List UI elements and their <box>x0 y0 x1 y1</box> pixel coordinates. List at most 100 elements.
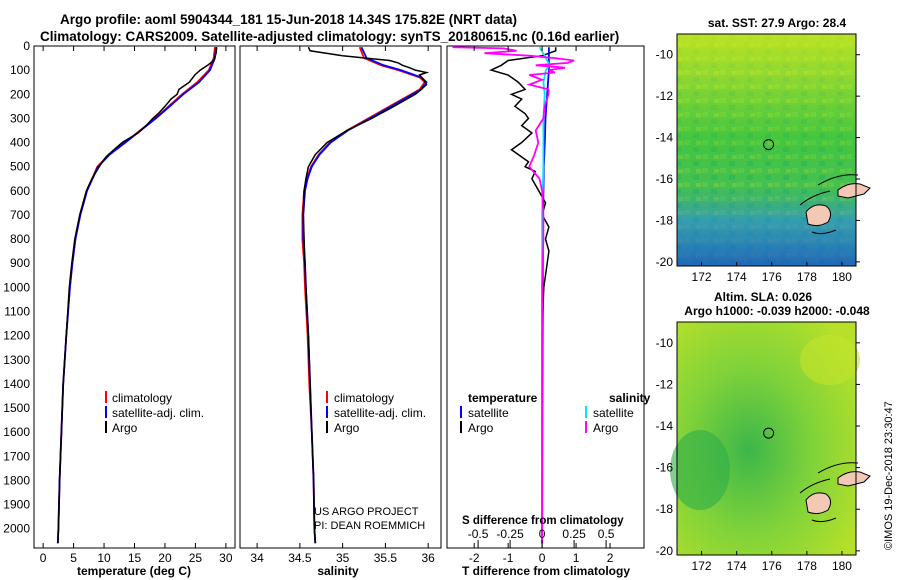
depth-tick-label: 1900 <box>3 498 30 512</box>
legend-argo-label: Argo <box>334 421 360 435</box>
lat-tick-label: -20 <box>656 255 674 269</box>
difference-panel: -2 -1 0 1 2 -0.5 -0.25 0 0.25 0.5 S difference f… <box>446 45 651 578</box>
depth-tick-label: 1500 <box>3 401 30 415</box>
x-tick-label: 1 <box>573 551 580 565</box>
depth-tick-label: 1000 <box>3 280 30 294</box>
x-tick-label: 15 <box>128 551 142 565</box>
depth-tick-label: 1300 <box>3 353 30 367</box>
lon-tick-label: 172 <box>692 559 712 573</box>
depth-tick-label: 200 <box>10 87 30 101</box>
lon-tick-label: 178 <box>797 559 817 573</box>
series-line-argo <box>302 46 430 544</box>
lon-tick-label: 174 <box>727 270 747 284</box>
depth-tick-label: 100 <box>10 63 30 77</box>
fiji-viti-levu-shape <box>805 204 832 227</box>
lon-tick-label: 174 <box>727 559 747 573</box>
x-tick-label: 34.5 <box>288 551 312 565</box>
float-position-marker <box>763 427 775 439</box>
project-annotation: US ARGO PROJECT <box>314 506 419 518</box>
x-tick-label: -1 <box>503 551 514 565</box>
sla-high-patch <box>800 335 860 385</box>
figure-title-line1: Argo profile: aoml 5904344_181 15-Jun-20… <box>60 12 517 27</box>
lat-tick-label: -10 <box>656 336 674 350</box>
sst-map-frame <box>676 33 857 267</box>
sst-map: sat. SST: 27.9 Argo: 28.4 -10-12-14-16-1… <box>656 16 871 284</box>
x-tick-label: 35 <box>336 551 350 565</box>
pi-annotation: PI: DEAN ROEMMICH <box>314 520 425 532</box>
legend-s-satellite-label: satellite <box>593 406 634 420</box>
lon-tick-label: 180 <box>832 270 852 284</box>
x-tick-label: 36 <box>421 551 435 565</box>
lat-tick-label: -20 <box>656 544 674 558</box>
reef-contours <box>799 462 859 523</box>
temperature-panel: 0 5 10 15 20 25 30 temperature (deg C) climato… <box>33 45 236 578</box>
depth-tick-label: 800 <box>10 232 30 246</box>
legend-salinity-heading: salinity <box>609 391 651 405</box>
x-tick-label: 10 <box>97 551 111 565</box>
depth-tick-label: 1100 <box>4 304 30 318</box>
sla-map-frame <box>676 321 857 556</box>
legend-temperature-heading: temperature <box>468 391 538 405</box>
depth-tick-label: 2000 <box>3 522 30 536</box>
lat-tick-label: -16 <box>656 461 674 475</box>
float-position-marker <box>763 139 775 151</box>
x-tick-label: 0 <box>40 551 47 565</box>
x-tick-label: 34 <box>250 551 264 565</box>
lat-tick-label: -14 <box>656 419 674 433</box>
depth-tick-label: 1600 <box>3 425 30 439</box>
sla-map-ticks: -10 -12 -14 -16 -18 -20 172 174 176 178 180 <box>656 336 860 573</box>
legend-t-satellite-label: satellite <box>468 406 509 420</box>
series-line-t-argo <box>489 47 557 544</box>
depth-tick-label: 300 <box>10 111 30 125</box>
x-tick-label: 30 <box>219 551 233 565</box>
depth-tick-label: 400 <box>10 136 30 150</box>
sla-map: Altim. SLA: 0.026 Argo h1000: -0.039 h20… <box>656 290 871 573</box>
depth-tick-label: 0 <box>23 39 30 53</box>
lon-tick-label: 180 <box>832 559 852 573</box>
difference-series <box>452 46 575 544</box>
lat-tick-label: -12 <box>656 89 674 103</box>
temperature-plot-frame <box>33 45 236 549</box>
legend-argo-label: Argo <box>112 421 138 435</box>
series-line-argo <box>57 47 218 544</box>
t-difference-label: T difference from climatology <box>462 564 630 578</box>
depth-tick-label: 1700 <box>3 449 30 463</box>
depth-tick-label: 900 <box>10 256 30 270</box>
lon-tick-label: 178 <box>797 270 817 284</box>
salinity-panel: 34 34.5 35 35.5 36 salinity climatology sate… <box>239 45 442 578</box>
lat-tick-label: -12 <box>656 377 674 391</box>
s-difference-label: S difference from climatology <box>462 515 624 527</box>
s-tick-label: -0.25 <box>496 527 524 541</box>
x-tick-label: 25 <box>189 551 203 565</box>
s-tick-label: 0.25 <box>562 527 586 541</box>
sla-map-title-2: Argo h1000: -0.039 h2000: -0.048 <box>684 304 870 318</box>
fiji-viti-levu-shape <box>805 492 832 515</box>
temperature-x-label: temperature (deg C) <box>77 564 191 578</box>
lon-tick-label: 176 <box>762 559 782 573</box>
lat-tick-label: -10 <box>656 48 674 62</box>
sla-low-patch <box>670 430 730 510</box>
legend-climatology-label: climatology <box>112 391 172 405</box>
sst-map-gradient <box>677 34 856 266</box>
figure-title-line2: Climatology: CARS2009. Satellite-adjuste… <box>40 29 620 44</box>
depth-tick-label: 700 <box>10 208 30 222</box>
lat-tick-label: -18 <box>656 502 674 516</box>
legend-satellite-label: satellite-adj. clim. <box>334 406 426 420</box>
legend-t-argo-label: Argo <box>468 421 494 435</box>
salinity-series <box>301 46 430 544</box>
salinity-x-label: salinity <box>317 564 359 578</box>
s-tick-label: 0 <box>539 527 546 541</box>
depth-tick-label: 1200 <box>3 329 30 343</box>
x-tick-label: 5 <box>70 551 77 565</box>
salinity-diff-ticks: -0.5 -0.25 0 0.25 0.5 <box>468 527 615 548</box>
depth-tick-label: 600 <box>10 184 30 198</box>
sst-map-title: sat. SST: 27.9 Argo: 28.4 <box>708 16 847 30</box>
lon-tick-label: 172 <box>692 270 712 284</box>
x-tick-label: 35.5 <box>374 551 398 565</box>
x-tick-label: 2 <box>607 551 614 565</box>
lat-tick-label: -18 <box>656 213 674 227</box>
sla-map-title-1: Altim. SLA: 0.026 <box>714 290 812 304</box>
legend-climatology-label: climatology <box>334 391 394 405</box>
credit-text: ©IMOS 19-Dec-2018 23:30:47 <box>883 401 895 550</box>
